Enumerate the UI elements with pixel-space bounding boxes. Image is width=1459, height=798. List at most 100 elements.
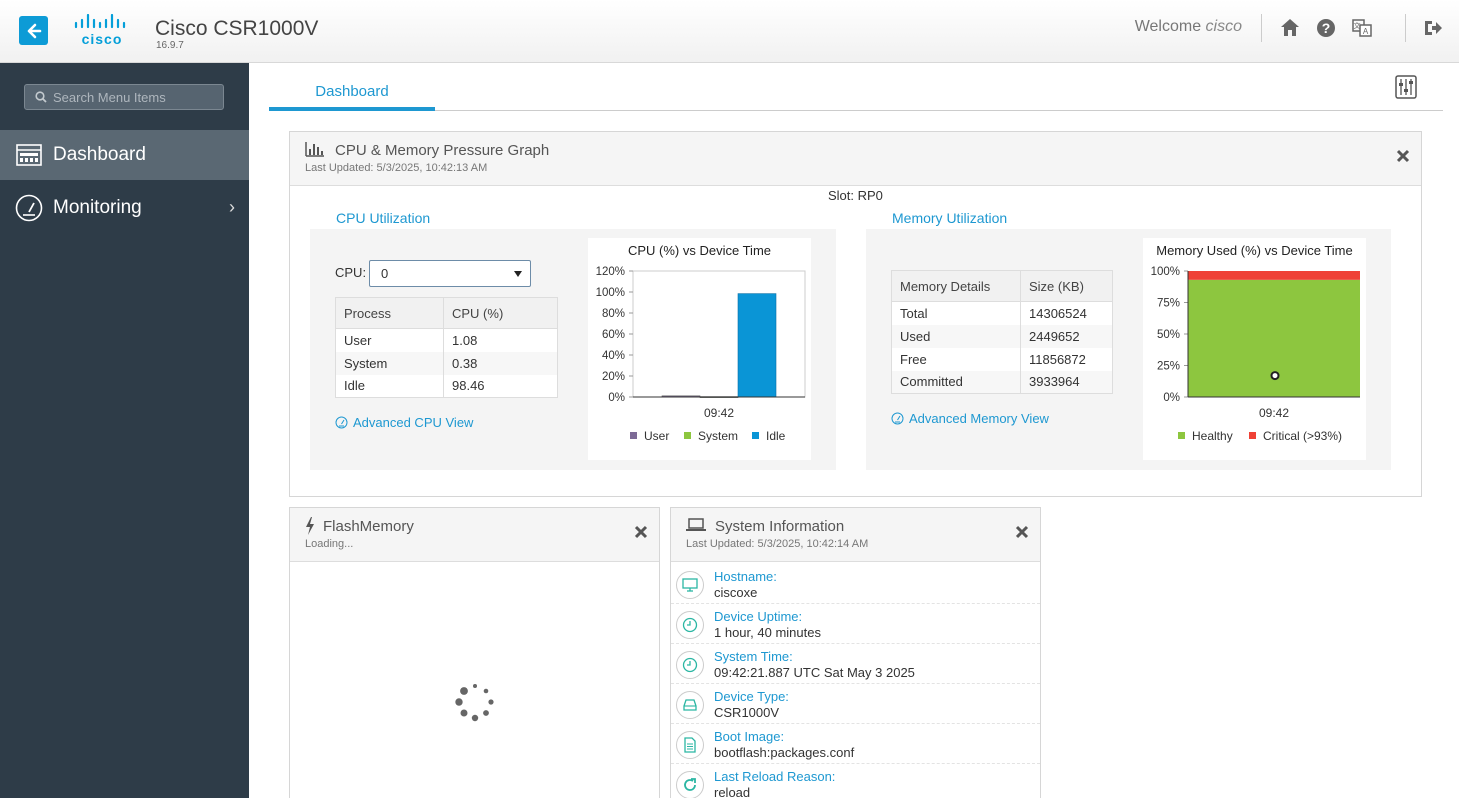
- logout-icon[interactable]: [1422, 17, 1444, 39]
- cell: User: [335, 328, 444, 352]
- slot-label: Slot: RP0: [828, 188, 883, 203]
- back-button[interactable]: [19, 16, 48, 45]
- search-icon: [35, 91, 47, 103]
- cpu-label: CPU:: [335, 265, 367, 280]
- loading-text: Loading...: [305, 538, 354, 550]
- panel-header: System Information Last Updated: 5/3/202…: [671, 508, 1040, 562]
- caret-down-icon: [514, 271, 522, 277]
- cell: Used: [891, 324, 1021, 348]
- sidebar-item-dashboard[interactable]: Dashboard: [0, 130, 249, 180]
- dashlet-settings-icon[interactable]: [1395, 75, 1417, 99]
- legend-label: User: [644, 429, 669, 443]
- info-label: Device Uptime:: [714, 609, 803, 624]
- cell: Free: [891, 347, 1021, 371]
- cell: Idle: [335, 374, 444, 398]
- search-input[interactable]: [53, 88, 218, 106]
- info-label: Hostname:: [714, 569, 777, 584]
- tab-dashboard[interactable]: Dashboard: [269, 64, 435, 111]
- column-header: CPU (%): [443, 297, 558, 329]
- menu-search[interactable]: [24, 84, 224, 110]
- divider: [1261, 14, 1262, 42]
- cell: 1.08: [443, 328, 558, 352]
- cell: Total: [891, 301, 1021, 325]
- y-tick-label: 80%: [602, 308, 625, 320]
- advanced-memory-link[interactable]: Advanced Memory View: [891, 411, 1049, 426]
- cpu-chart-plot: 120% 100% 80% 60% 40% 20% 0% 09:42 User System Idl…: [596, 266, 806, 443]
- close-icon[interactable]: [1015, 525, 1029, 539]
- y-tick-label: 100%: [1151, 266, 1180, 278]
- info-label: Device Type:: [714, 689, 789, 704]
- column-header: Process: [335, 297, 444, 329]
- cpu-memory-panel: CPU & Memory Pressure Graph Last Updated…: [289, 131, 1422, 497]
- memory-chart-plot: 100% 75% 50% 25% 0% 09:42 Healthy Critical (>93…: [1151, 266, 1360, 443]
- svg-text:文: 文: [1354, 21, 1361, 30]
- y-tick-label: 0%: [608, 392, 625, 404]
- y-tick-label: 75%: [1157, 298, 1180, 310]
- clock-icon: [676, 611, 704, 639]
- cell: 11856872: [1020, 347, 1113, 371]
- table-row: Committed 3933964: [891, 370, 1113, 394]
- legend-label: System: [698, 429, 738, 443]
- welcome-text: Welcome cisco: [1135, 18, 1242, 36]
- loading-spinner-icon: [455, 684, 494, 722]
- svg-text:cisco: cisco: [82, 31, 123, 46]
- cell: 14306524: [1020, 301, 1113, 325]
- legend-swatch: [630, 432, 637, 439]
- refresh-icon: [676, 771, 704, 798]
- link-label: Advanced Memory View: [909, 411, 1049, 426]
- info-row-hostname: Hostname: ciscoxe: [671, 564, 1040, 604]
- table-row: System 0.38: [335, 351, 558, 375]
- legend-swatch: [684, 432, 691, 439]
- last-updated: Last Updated: 5/3/2025, 10:42:13 AM: [305, 162, 488, 174]
- close-icon[interactable]: [1396, 149, 1410, 163]
- cpu-select[interactable]: 0: [369, 260, 531, 287]
- memory-table: Memory Details Size (KB) Total 14306524 Us…: [891, 270, 1113, 394]
- help-icon[interactable]: ?: [1315, 17, 1337, 39]
- back-arrow-icon: [27, 23, 41, 38]
- top-header: cisco Cisco CSR1000V 16.9.7 Welcome cisc…: [0, 0, 1459, 63]
- chart-title: Memory Used (%) vs Device Time: [1156, 243, 1353, 258]
- system-information-panel: System Information Last Updated: 5/3/202…: [670, 507, 1041, 798]
- advanced-cpu-link[interactable]: Advanced CPU View: [335, 415, 473, 430]
- cell: System: [335, 351, 444, 375]
- router-icon: [676, 691, 704, 719]
- y-tick-label: 40%: [602, 350, 625, 362]
- x-tick-label: 09:42: [1259, 406, 1289, 420]
- chart-title: CPU (%) vs Device Time: [627, 243, 772, 258]
- y-tick-label: 20%: [602, 371, 625, 383]
- legend-swatch: [1249, 432, 1256, 439]
- cpu-select-value: 0: [381, 266, 389, 281]
- gauge-icon: [891, 412, 904, 425]
- info-value: 09:42:21.887 UTC Sat May 3 2025: [714, 665, 915, 680]
- info-value: CSR1000V: [714, 705, 780, 720]
- table-row: Total 14306524: [891, 301, 1113, 325]
- info-row-uptime: Device Uptime: 1 hour, 40 minutes: [671, 604, 1040, 644]
- table-row: Used 2449652: [891, 324, 1113, 348]
- language-icon[interactable]: A文: [1351, 17, 1373, 39]
- info-row-system-time: System Time: 09:42:21.887 UTC Sat May 3 …: [671, 644, 1040, 684]
- app-title: Cisco CSR1000V: [155, 17, 319, 40]
- document-icon: [676, 731, 704, 759]
- monitor-icon: [676, 571, 704, 599]
- bar-idle: [737, 293, 777, 398]
- welcome-label: Welcome: [1134, 18, 1202, 35]
- y-tick-label: 50%: [1157, 329, 1180, 341]
- sidebar-item-monitoring[interactable]: Monitoring ›: [0, 183, 249, 233]
- close-icon[interactable]: [634, 525, 648, 539]
- svg-text:?: ?: [1322, 20, 1331, 36]
- home-icon[interactable]: [1279, 17, 1301, 39]
- panel-title: System Information: [715, 518, 845, 535]
- sidebar-item-label: Dashboard: [53, 144, 146, 165]
- cpu-table: Process CPU (%) User 1.08 System 0.38 Idle 9…: [335, 297, 558, 398]
- cell: Committed: [891, 370, 1021, 394]
- panel-title: CPU & Memory Pressure Graph: [335, 142, 550, 159]
- column-header: Memory Details: [891, 270, 1021, 302]
- info-label: System Time:: [714, 649, 793, 664]
- info-label: Last Reload Reason:: [714, 769, 836, 784]
- username: cisco: [1205, 18, 1242, 35]
- panel-header: FlashMemory Loading...: [290, 508, 659, 562]
- panel-title: FlashMemory: [323, 518, 414, 535]
- app-version: 16.9.7: [156, 40, 184, 51]
- sidebar-item-label: Monitoring: [53, 197, 142, 218]
- dashboard-icon: [15, 141, 43, 169]
